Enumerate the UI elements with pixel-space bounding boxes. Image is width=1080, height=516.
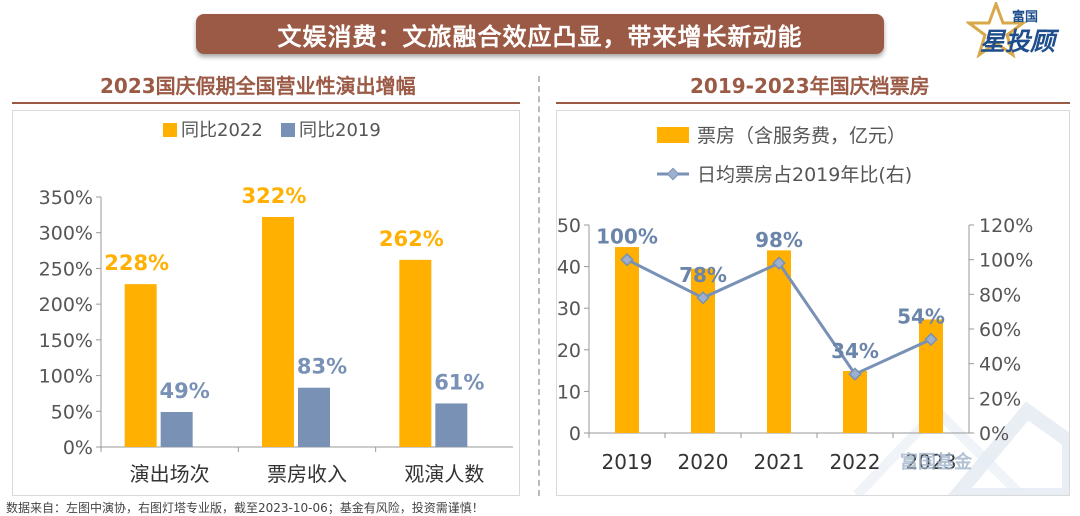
right-y-tick-label: 60% xyxy=(979,319,1021,341)
line-marker-2019 xyxy=(620,252,634,267)
left-y-tick-label: 30 xyxy=(557,298,581,320)
line-data-label: 98% xyxy=(755,228,803,252)
star-logo-icon xyxy=(966,2,1026,58)
bar-yoy2019-1 xyxy=(160,412,193,447)
data-label: 262% xyxy=(379,227,444,251)
x-tick-label: 2019 xyxy=(602,450,653,474)
right-y-tick-label: 20% xyxy=(979,388,1021,410)
left-y-tick-label: 50 xyxy=(557,215,581,237)
y-tick-label: 100% xyxy=(39,366,93,388)
bar-box-office-2019 xyxy=(615,247,639,433)
x-tick-label: 2023 xyxy=(906,450,957,474)
left-y-tick-label: 0 xyxy=(569,423,581,445)
y-tick-label: 200% xyxy=(39,294,93,316)
logo-small-text: 富国 xyxy=(1012,10,1039,25)
y-tick-label: 0% xyxy=(63,437,93,459)
data-label: 49% xyxy=(160,379,210,403)
source-note: 数据来自：左图中演协，右图灯塔专业版，截至2023-10-06；基金有风险，投资… xyxy=(6,501,484,515)
right-y-tick-label: 80% xyxy=(979,284,1021,306)
legend-swatch-2 xyxy=(281,123,295,137)
right-y-tick-label: 0% xyxy=(979,423,1009,445)
bar-box-office-2021 xyxy=(767,250,791,433)
left-y-tick-label: 40 xyxy=(557,257,581,279)
line-marker-2020 xyxy=(696,291,710,305)
data-label: 228% xyxy=(104,251,169,275)
line-marker-2022 xyxy=(848,367,862,381)
legend-swatch-bar xyxy=(657,127,689,143)
brand-logo: 富国 星投顾 xyxy=(966,2,1076,58)
watermark-text: 富国基金 xyxy=(900,452,972,473)
data-label: 61% xyxy=(434,370,484,394)
left-y-tick-label: 10 xyxy=(557,381,581,403)
y-tick-label: 300% xyxy=(39,223,93,245)
line-marker-2023 xyxy=(924,332,938,347)
line-marker-2021 xyxy=(772,256,786,270)
bar-box-office-2022 xyxy=(843,371,867,433)
legend-label-2: 同比2019 xyxy=(299,120,381,141)
logo-big-text: 星投顾 xyxy=(980,27,1056,56)
data-label: 322% xyxy=(242,184,307,208)
right-title-rule xyxy=(556,102,1070,104)
x-tick-label: 2021 xyxy=(754,450,805,474)
y-tick-label: 250% xyxy=(39,258,93,280)
left-y-tick-label: 20 xyxy=(557,340,581,362)
line-data-label: 100% xyxy=(596,225,658,249)
bar-yoy2019-3 xyxy=(435,403,468,447)
legend-label-1: 同比2022 xyxy=(181,120,263,141)
y-tick-label: 150% xyxy=(39,330,93,352)
right-chart-frame: 票房（含服务费，亿元） 日均票房占2019年比(右) 0 10 20 30 40 50 0% 20… xyxy=(556,110,1070,496)
left-title-rule xyxy=(12,102,520,104)
y-tick-label: 50% xyxy=(51,401,93,423)
banner-title: 文娱消费：文旅融合效应凸显，带来增长新动能 xyxy=(196,14,884,54)
data-label: 83% xyxy=(297,355,347,379)
x-tick-label: 2020 xyxy=(678,450,729,474)
x-tick-label: 演出场次 xyxy=(130,462,210,486)
bar-yoy2022-1 xyxy=(124,284,157,447)
line-data-label: 78% xyxy=(679,263,727,287)
right-chart: 票房（含服务费，亿元） 日均票房占2019年比(右) 0 10 20 30 40 50 0% 20… xyxy=(557,125,1033,474)
right-y-tick-label: 40% xyxy=(979,354,1021,376)
right-y-tick-label: 100% xyxy=(979,250,1033,272)
right-chart-title: 2019-2023年国庆档票房 xyxy=(690,74,930,98)
x-tick-label: 观演人数 xyxy=(404,462,484,486)
bar-yoy2019-2 xyxy=(298,387,330,447)
y-tick-label: 350% xyxy=(39,187,93,209)
panel-divider xyxy=(538,76,540,496)
legend-label-bar: 票房（含服务费，亿元） xyxy=(697,125,906,147)
legend-marker-sample xyxy=(666,167,680,181)
bar-yoy2022-3 xyxy=(399,259,432,447)
right-y-tick-label: 120% xyxy=(979,215,1033,237)
left-chart-title: 2023国庆假期全国营业性演出增幅 xyxy=(100,74,416,98)
left-chart: 同比2022 同比2019 0% 50% 100% 150% 200% 250% 300% 350… xyxy=(39,120,513,486)
legend-swatch-1 xyxy=(163,123,177,137)
x-tick-label: 票房收入 xyxy=(267,462,347,486)
legend-label-line: 日均票房占2019年比(右) xyxy=(697,164,912,186)
x-tick-label: 2022 xyxy=(830,450,881,474)
bar-yoy2022-2 xyxy=(262,217,294,447)
line-data-label: 34% xyxy=(831,339,879,363)
line-data-label: 54% xyxy=(897,304,945,328)
left-chart-frame: 同比2022 同比2019 0% 50% 100% 150% 200% 250% 300% 350… xyxy=(12,110,520,496)
